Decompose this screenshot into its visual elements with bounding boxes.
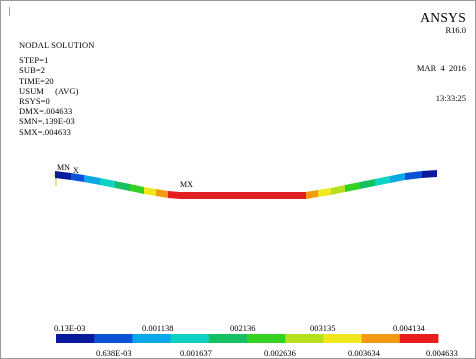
beam-band-center [180, 192, 306, 199]
legend-bottom-label-1: 0.638E-03 [96, 348, 132, 358]
info-time: TIME=20 [19, 75, 54, 86]
legend-swatch-5 [208, 334, 248, 343]
beam-band-10 [306, 190, 318, 199]
legend-top-label-4: 003135 [310, 323, 336, 333]
solution-title: NODAL SOLUTION [19, 40, 95, 50]
legend-swatch-10 [399, 334, 439, 343]
beam-band-8 [156, 189, 168, 198]
legend-bottom-label-5: 0.004633 [426, 348, 458, 358]
beam-band-6 [130, 184, 144, 194]
timestamp-block: MAR 4 2016 13:33:25 [417, 43, 466, 113]
beam-band-18 [422, 170, 437, 178]
beam-band-15 [375, 176, 390, 186]
beam-band-17 [405, 171, 422, 180]
legend-swatch-9 [361, 334, 401, 343]
beam-band-16 [390, 173, 405, 183]
legend-top-label-5: 0.004134 [393, 323, 425, 333]
beam-band-3 [84, 175, 100, 185]
beam-band-11 [318, 188, 331, 197]
legend-swatch-3 [132, 334, 171, 343]
beam-band-12 [331, 185, 345, 195]
legend-swatch-4 [170, 334, 210, 343]
legend-swatch-8 [323, 334, 362, 343]
info-smx: SMX=.004633 [19, 126, 71, 137]
brand-block: ANSYS R16.0 [420, 10, 466, 36]
contour-legend-bar [56, 334, 439, 343]
legend-top-label-2: 0.001138 [142, 323, 174, 333]
info-substep: SUB=2 [19, 65, 46, 76]
info-step: STEP=1 [19, 55, 49, 66]
window-corner-marker [9, 7, 10, 16]
info-rsys: RSYS=0 [19, 96, 50, 107]
timestamp-time: 13:33:25 [435, 93, 466, 103]
legend-swatch-1 [56, 334, 95, 343]
max-label: MX [180, 180, 193, 189]
legend-swatch-6 [247, 334, 286, 343]
beam-contour [55, 170, 437, 199]
legend-bottom-label-4: 0.003634 [348, 348, 380, 358]
legend-top-label-1: 0.13E-03 [54, 323, 86, 333]
legend-bottom-label-3: 0.002636 [264, 348, 296, 358]
solution-info-block: NODAL SOLUTION STEP=1 SUB=2 TIME=20 USUM… [19, 40, 94, 137]
legend-swatch-2 [94, 334, 133, 343]
release-version: R16.0 [445, 25, 466, 35]
info-smn: SMN=.139E-03 [19, 116, 75, 127]
legend-bottom-label-2: 0.001637 [180, 348, 212, 358]
beam-band-5 [115, 181, 130, 191]
beam-band-1 [55, 171, 71, 180]
legend-swatch-7 [285, 334, 324, 343]
legend-top-label-3: 002136 [230, 323, 256, 333]
min-label: MN [57, 163, 70, 172]
info-dmx: DMX=.004633 [19, 106, 73, 117]
brand-name: ANSYS [420, 10, 466, 25]
info-result-item: USUM (AVG) [19, 85, 79, 96]
beam-band-9 [168, 191, 180, 199]
axis-x-label: X [73, 166, 79, 175]
timestamp-date: MAR 4 2016 [416, 63, 466, 73]
beam-band-2 [71, 173, 84, 182]
beam-band-14 [360, 179, 375, 189]
beam-band-4 [100, 178, 115, 188]
beam-band-7 [144, 187, 156, 196]
beam-band-13 [345, 182, 360, 192]
